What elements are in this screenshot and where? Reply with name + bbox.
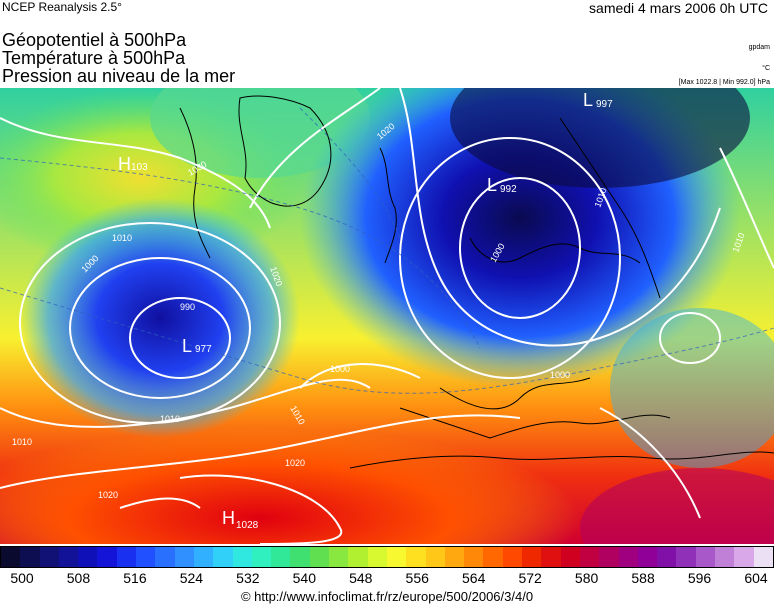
colorbar-swatch <box>290 547 310 567</box>
colorbar-tick-label: 532 <box>236 570 260 586</box>
isobars <box>0 88 774 544</box>
colorbar-swatch <box>753 547 773 567</box>
title-pressure: Pression au niveau de la mer <box>2 66 236 86</box>
colorbar-swatch <box>637 547 658 567</box>
isobar-label: 1010 <box>12 437 32 447</box>
colorbar-tick-label: 572 <box>518 570 542 586</box>
colorbar-swatch <box>232 547 252 567</box>
colorbar-swatch <box>522 547 542 567</box>
colorbar-swatch <box>676 547 696 567</box>
colorbar-swatch <box>386 547 407 567</box>
colorbar <box>0 546 774 568</box>
pressure-center-value: 977 <box>195 344 212 355</box>
colorbar-swatch <box>502 547 523 567</box>
isobar-label: 1010 <box>112 233 132 243</box>
isobar-label: 1010 <box>160 414 180 424</box>
colorbar-tick-label: 580 <box>574 570 599 586</box>
unit-pressure-range: [Max 1022.8 | Min 992.0] hPa <box>678 79 770 86</box>
colorbar-swatch <box>579 547 600 567</box>
colorbar-swatch <box>599 547 619 567</box>
colorbar-swatch <box>251 547 272 567</box>
title-temperature: Température à 500hPa <box>2 48 186 68</box>
colorbar-tick-label: 524 <box>179 570 204 586</box>
credit-text: © http://www.infoclimat.fr/rz/europe/500… <box>240 589 534 604</box>
colorbar-swatch <box>367 547 387 567</box>
pressure-center-symbol: L <box>487 175 497 195</box>
colorbar-swatch <box>618 547 638 567</box>
colorbar-swatch <box>213 547 233 567</box>
colorbar-swatch <box>657 547 677 567</box>
source-label: NCEP Reanalysis 2.5° <box>2 0 122 14</box>
pressure-center-value: 1028 <box>236 520 259 531</box>
colorbar-swatch <box>136 547 156 567</box>
colorbar-swatch <box>329 547 349 567</box>
isobar-label: 990 <box>180 302 195 312</box>
colorbar-swatch <box>483 547 503 567</box>
colorbar-tick-label: 556 <box>405 570 429 586</box>
isobar-label: 1000 <box>550 370 570 380</box>
pressure-center-value: 997 <box>596 99 613 110</box>
colorbar-swatch <box>541 547 561 567</box>
colorbar-swatch <box>714 547 735 567</box>
pressure-center-symbol: H <box>222 508 235 528</box>
pressure-center-value: 992 <box>500 184 517 195</box>
colorbar-swatch <box>20 547 40 567</box>
colorbar-swatch <box>560 547 580 567</box>
colorbar-swatch <box>155 547 175 567</box>
colorbar-swatch <box>271 547 291 567</box>
colorbar-tick-label: 516 <box>123 570 147 586</box>
temperature-contours <box>0 107 774 394</box>
colorbar-swatch <box>464 547 484 567</box>
colorbar-tick-label: 564 <box>462 570 486 586</box>
colorbar-swatch <box>97 547 117 567</box>
colorbar-tick-label: 508 <box>66 570 91 586</box>
title-geopotential: Géopotentiel à 500hPa <box>2 30 187 50</box>
colorbar-swatch <box>425 547 445 567</box>
colorbar-swatch <box>406 547 426 567</box>
isobar-label: 1020 <box>98 490 118 500</box>
pressure-center-symbol: L <box>583 90 593 110</box>
colorbar-tick-label: 588 <box>631 570 655 586</box>
pressure-center-symbol: L <box>182 336 192 356</box>
weather-map: 1020 1010 1000 990 1010 1000 1020 1010 1… <box>0 88 774 544</box>
unit-celsius: °C <box>762 65 770 72</box>
colorbar-swatch <box>348 547 368 567</box>
colorbar-tick-label: 604 <box>744 570 768 586</box>
coastlines <box>179 95 774 469</box>
colorbar-swatch <box>39 547 59 567</box>
isobar-label: 1000 <box>330 364 350 374</box>
colorbar-swatch <box>734 547 754 567</box>
colorbar-swatch <box>78 547 98 567</box>
pressure-center-symbol: H <box>118 154 131 174</box>
colorbar-swatch <box>116 547 137 567</box>
pressure-center-value: 103 <box>131 162 148 173</box>
unit-gpdam: gpdam <box>748 44 770 51</box>
colorbar-swatch <box>58 547 79 567</box>
colorbar-tick-label: 500 <box>10 570 34 586</box>
colorbar-tick-label: 540 <box>292 570 316 586</box>
colorbar-swatch <box>695 547 715 567</box>
colorbar-swatch <box>444 547 465 567</box>
colorbar-swatch <box>1 547 21 567</box>
colorbar-swatch <box>309 547 330 567</box>
isobar-label: 1020 <box>285 458 305 468</box>
colorbar-tick-label: 548 <box>349 570 373 586</box>
date-label: samedi 4 mars 2006 0h UTC <box>589 0 768 16</box>
colorbar-swatch <box>174 547 194 567</box>
colorbar-ticks: 500 508 516 524 532 540 548 556 564 572 580 588 596 6… <box>0 570 774 588</box>
colorbar-tick-label: 596 <box>687 570 712 586</box>
colorbar-swatch <box>193 547 214 567</box>
